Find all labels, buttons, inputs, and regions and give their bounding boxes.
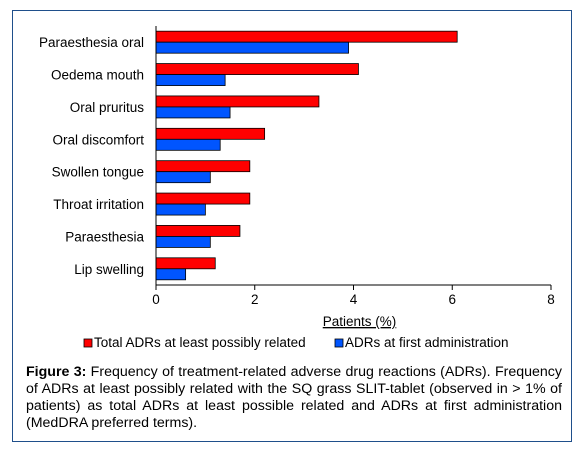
legend-label-first-admin: ADRs at first administration bbox=[345, 335, 509, 350]
figure-frame bbox=[12, 10, 572, 442]
bar-total-oral-pruritus bbox=[155, 95, 320, 108]
bar-total-paraesthesia-oral bbox=[155, 30, 458, 43]
category-label-swollen-tongue: Swollen tongue bbox=[52, 165, 144, 180]
bar-total-lip-swelling bbox=[155, 257, 216, 270]
category-label-paraesthesia: Paraesthesia bbox=[65, 229, 144, 244]
legend-swatch-total bbox=[83, 338, 93, 348]
bar-first-admin-lip-swelling bbox=[155, 268, 187, 281]
bar-first-admin-throat-irritation bbox=[155, 203, 206, 216]
bar-chart: Paraesthesia oral Oedema mouth Oral prurit… bbox=[39, 26, 555, 350]
figure-caption-text: Frequency of treatment-related adverse d… bbox=[26, 364, 562, 431]
category-label-lip-swelling: Lip swelling bbox=[74, 262, 144, 277]
category-label-throat-irritation: Throat irritation bbox=[53, 197, 144, 212]
bar-first-admin-paraesthesia bbox=[155, 236, 211, 248]
category-label-oral-discomfort: Oral discomfort bbox=[52, 132, 144, 147]
x-axis-title: Patients (%) bbox=[323, 314, 397, 329]
x-axis-ticks: 0 2 4 6 8 bbox=[152, 285, 555, 307]
category-label-paraesthesia-oral: Paraesthesia oral bbox=[39, 35, 144, 50]
bars bbox=[155, 30, 458, 281]
bar-total-oral-discomfort bbox=[155, 127, 266, 140]
bar-total-oedema-mouth bbox=[155, 63, 359, 75]
bar-total-paraesthesia bbox=[155, 225, 241, 237]
x-tick-label-0: 0 bbox=[152, 292, 160, 307]
x-tick-label-8: 8 bbox=[547, 292, 555, 307]
legend-label-total: Total ADRs at least possibly related bbox=[94, 335, 306, 350]
bar-first-admin-swollen-tongue bbox=[155, 171, 211, 184]
bar-first-admin-oral-discomfort bbox=[155, 138, 221, 151]
bar-total-swollen-tongue bbox=[155, 160, 251, 173]
legend: Total ADRs at least possibly related ADR… bbox=[83, 335, 509, 350]
bar-first-admin-paraesthesia-oral bbox=[155, 41, 349, 54]
category-labels: Paraesthesia oral Oedema mouth Oral prurit… bbox=[39, 35, 145, 277]
x-tick-label-6: 6 bbox=[448, 292, 456, 307]
category-label-oedema-mouth: Oedema mouth bbox=[51, 68, 144, 83]
category-label-oral-pruritus: Oral pruritus bbox=[70, 100, 145, 115]
figure-caption-label: Figure 3: bbox=[26, 364, 87, 380]
bar-total-throat-irritation bbox=[155, 192, 251, 205]
bar-first-admin-oral-pruritus bbox=[155, 106, 231, 119]
bar-first-admin-oedema-mouth bbox=[155, 74, 226, 86]
x-tick-label-2: 2 bbox=[251, 292, 259, 307]
x-tick-label-4: 4 bbox=[350, 292, 358, 307]
figure-caption: Figure 3: Frequency of treatment-related… bbox=[26, 364, 562, 432]
legend-swatch-first-admin bbox=[334, 338, 344, 348]
